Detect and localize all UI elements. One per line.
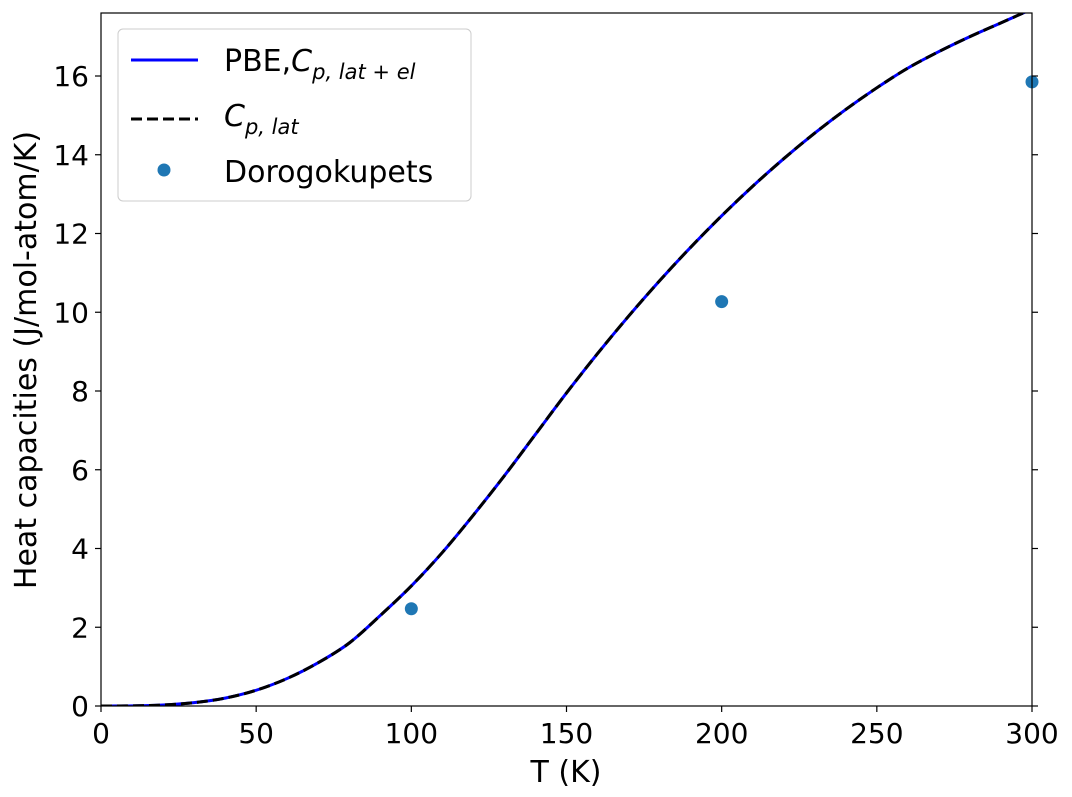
legend-marker-dorogokupets [157, 163, 171, 177]
legend-label-dorogokupets: Dorogokupets [224, 155, 433, 190]
series-line-lat [101, 13, 1027, 706]
y-tick-label-1: 2 [71, 611, 89, 644]
legend-box [117, 28, 472, 202]
x-tick-label-4: 200 [695, 717, 748, 750]
x-tick-label-2: 100 [385, 717, 438, 750]
y-axis-label: Heat capacities (J/mol-atom/K) [9, 131, 44, 589]
y-tick-label-0: 0 [71, 690, 89, 723]
y-tick-label-7: 14 [53, 139, 89, 172]
y-tick-label-2: 4 [71, 533, 89, 566]
x-tick-label-5: 250 [850, 717, 903, 750]
legend-label-lat-symbol: C [224, 99, 245, 134]
x-tick-label-1: 50 [238, 717, 274, 750]
y-tick-label-4: 8 [71, 375, 89, 408]
y-tick-label-6: 12 [53, 218, 89, 251]
x-tick-label-0: 0 [92, 717, 110, 750]
marker-layer [404, 75, 1039, 616]
x-tick-label-3: 150 [540, 717, 593, 750]
legend-label-lat-subscript: p, lat [244, 115, 299, 139]
tick-layer: 0 50 100 150 200 250 300 0 2 4 6 8 10 12 14 16 [53, 60, 1058, 750]
data-point-dor-0 [404, 602, 418, 616]
legend: PBE,Cp, lat + el Cp, lat Dorogokupets [117, 28, 472, 202]
data-point-dor-1 [715, 295, 729, 309]
y-tick-label-5: 10 [53, 296, 89, 329]
x-tick-label-6: 300 [1005, 717, 1058, 750]
y-tick-label-3: 6 [71, 454, 89, 487]
legend-label-pbe: PBE,Cp, lat + el [224, 44, 416, 84]
legend-label-pbe-main: PBE, [224, 44, 291, 79]
legend-label-lat: Cp, lat [224, 99, 299, 139]
y-tick-label-8: 16 [53, 60, 89, 93]
legend-label-pbe-subscript: p, lat + el [311, 60, 415, 84]
series-layer [101, 13, 1027, 706]
x-axis-label: T (K) [530, 755, 602, 790]
legend-label-pbe-symbol: C [291, 44, 312, 79]
